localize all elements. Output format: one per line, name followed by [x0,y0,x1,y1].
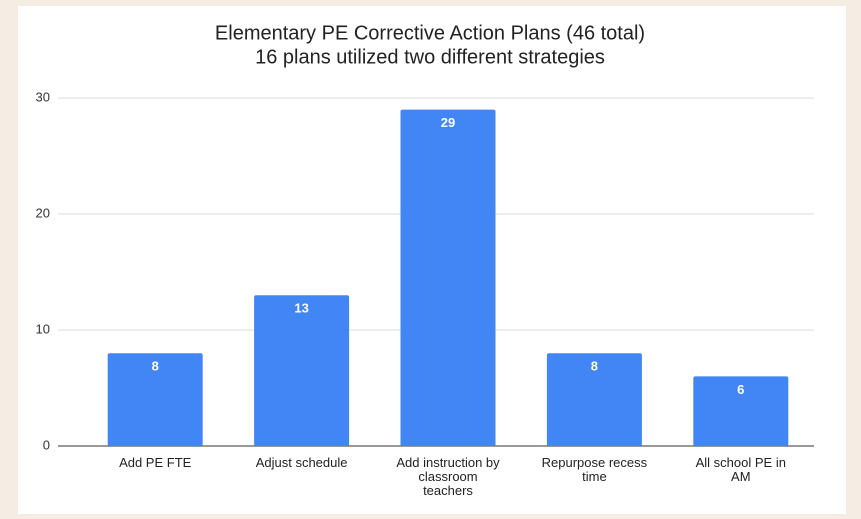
bar [400,109,496,446]
chart-title: Elementary PE Corrective Action Plans (4… [215,22,645,44]
x-tick-label: Repurpose recess time [541,455,648,484]
value-label: 6 [737,382,744,397]
x-tick-label: Add PE FTE [119,455,192,470]
bar [254,295,350,446]
y-tick-label: 0 [43,437,50,452]
y-tick-label: 10 [36,321,50,336]
x-tick-label: All school PE in AM [695,455,786,484]
x-tick-label: Adjust schedule [255,455,348,470]
value-label: 8 [152,359,159,374]
bar [546,353,642,446]
y-tick-label: 30 [36,89,50,104]
value-label: 13 [294,301,308,316]
value-label: 29 [441,115,455,130]
bar [107,353,203,446]
x-tick-label: Add instruction by classroom teachers [396,455,500,498]
chart-subtitle: 16 plans utilized two different strategi… [255,46,605,68]
bar [693,376,789,446]
value-label: 8 [591,359,598,374]
y-tick-label: 20 [36,205,50,220]
